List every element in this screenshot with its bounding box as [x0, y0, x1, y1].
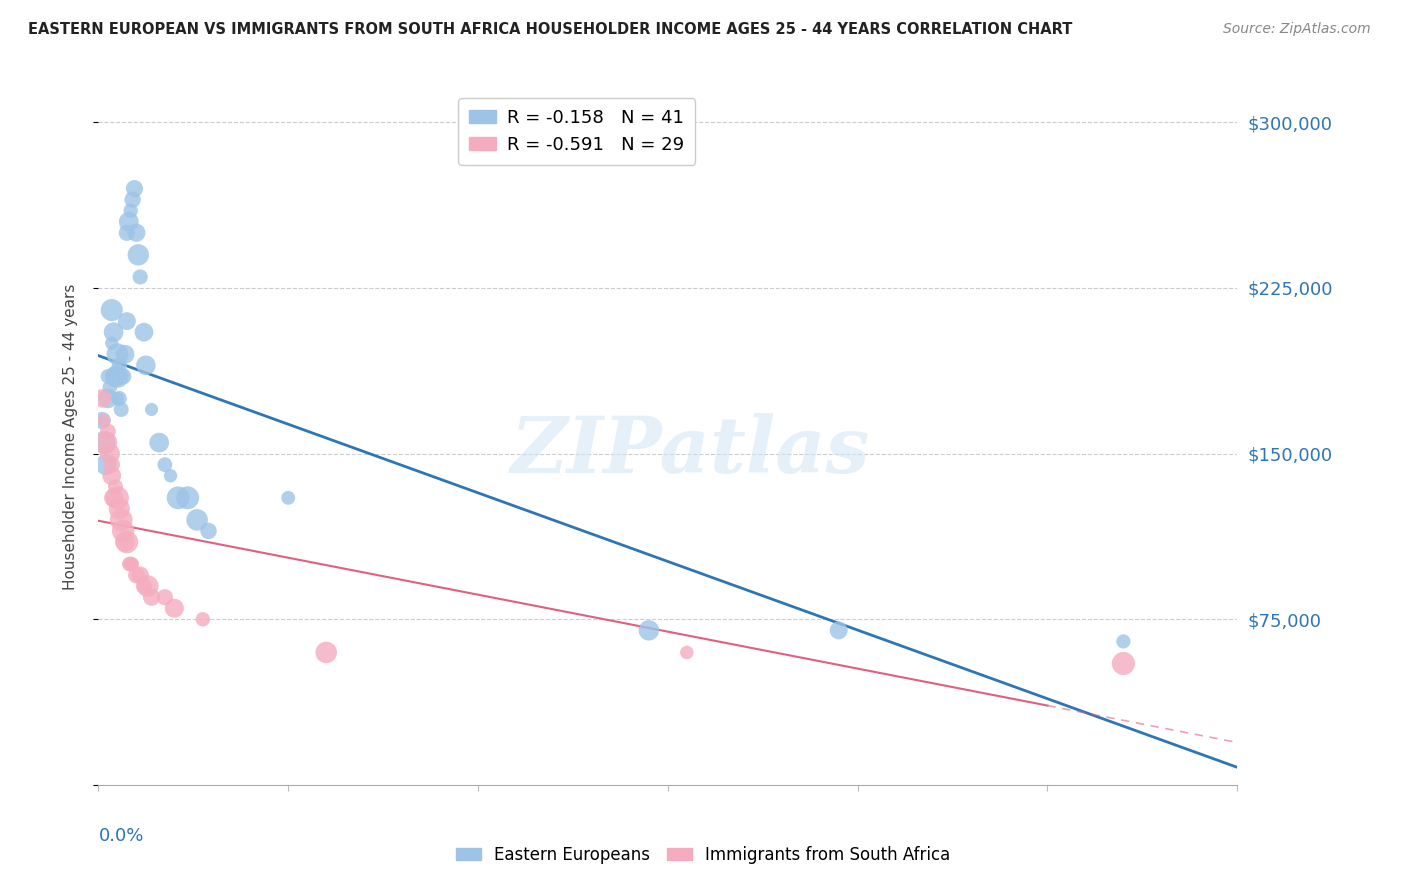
Point	[112, 524, 135, 538]
Point	[118, 557, 141, 571]
Point	[91, 392, 114, 406]
Legend: R = -0.158   N = 41, R = -0.591   N = 29: R = -0.158 N = 41, R = -0.591 N = 29	[458, 98, 695, 165]
Point	[107, 369, 129, 384]
Text: EASTERN EUROPEAN VS IMMIGRANTS FROM SOUTH AFRICA HOUSEHOLDER INCOME AGES 25 - 44: EASTERN EUROPEAN VS IMMIGRANTS FROM SOUT…	[28, 22, 1073, 37]
Point	[115, 535, 138, 549]
Point	[115, 226, 138, 240]
Point	[108, 392, 131, 406]
Point	[153, 591, 176, 605]
Point	[141, 402, 163, 417]
Point	[121, 557, 143, 571]
Point	[136, 579, 159, 593]
Point	[100, 303, 122, 318]
Point	[93, 435, 115, 450]
Point	[124, 181, 146, 195]
Point	[127, 248, 149, 262]
Point	[163, 601, 186, 615]
Point	[125, 568, 148, 582]
Point	[132, 325, 155, 339]
Point	[104, 480, 127, 494]
Point	[103, 325, 125, 339]
Point	[97, 369, 120, 384]
Point	[186, 513, 208, 527]
Point	[121, 193, 143, 207]
Point	[107, 347, 129, 361]
Point	[277, 491, 299, 505]
Point	[93, 413, 115, 427]
Point	[129, 568, 152, 582]
Point	[97, 425, 120, 439]
Point	[176, 491, 198, 505]
Point	[98, 447, 121, 461]
Point	[100, 336, 122, 351]
Point	[97, 392, 120, 406]
Point	[115, 314, 138, 328]
Point	[94, 458, 117, 472]
Point	[98, 380, 121, 394]
Point	[114, 347, 136, 361]
Point	[125, 226, 148, 240]
Point	[1112, 657, 1135, 671]
Point	[120, 557, 142, 571]
Point	[167, 491, 190, 505]
Point	[315, 645, 337, 659]
Point	[100, 458, 122, 472]
Point	[148, 435, 170, 450]
Text: Source: ZipAtlas.com: Source: ZipAtlas.com	[1223, 22, 1371, 37]
Point	[197, 524, 219, 538]
Point	[100, 468, 122, 483]
Point	[159, 468, 181, 483]
Point	[120, 203, 142, 218]
Point	[110, 513, 132, 527]
Point	[108, 359, 131, 373]
Point	[135, 359, 157, 373]
Point	[114, 535, 136, 549]
Point	[118, 215, 141, 229]
Text: 0.0%: 0.0%	[98, 827, 143, 845]
Point	[141, 591, 163, 605]
Point	[191, 612, 214, 626]
Point	[103, 491, 125, 505]
Point	[676, 645, 699, 659]
Point	[153, 458, 176, 472]
Point	[94, 435, 117, 450]
Legend: Eastern Europeans, Immigrants from South Africa: Eastern Europeans, Immigrants from South…	[449, 839, 957, 871]
Point	[108, 501, 131, 516]
Point	[104, 369, 127, 384]
Point	[129, 269, 152, 284]
Text: ZIPatlas: ZIPatlas	[510, 413, 870, 489]
Y-axis label: Householder Income Ages 25 - 44 years: Householder Income Ages 25 - 44 years	[63, 284, 77, 591]
Point	[638, 624, 661, 638]
Point	[112, 369, 135, 384]
Point	[107, 392, 129, 406]
Point	[107, 491, 129, 505]
Point	[1112, 634, 1135, 648]
Point	[132, 579, 155, 593]
Point	[110, 402, 132, 417]
Point	[91, 413, 114, 427]
Point	[828, 624, 851, 638]
